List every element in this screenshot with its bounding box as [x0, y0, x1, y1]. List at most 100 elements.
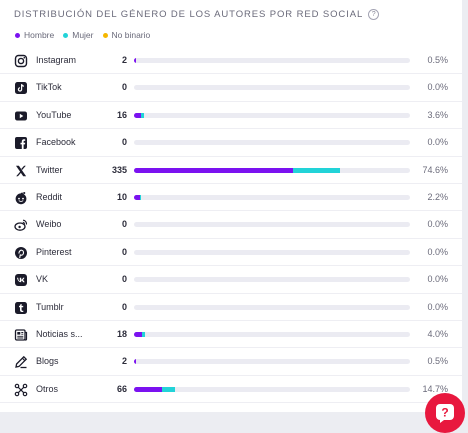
gender-bar[interactable]	[134, 167, 410, 173]
gender-bar-segment-male	[134, 58, 136, 63]
card-title: Distribución del género de los autores p…	[14, 9, 364, 20]
legend-item-female[interactable]: Mujer	[63, 30, 94, 40]
gender-bar[interactable]	[134, 277, 410, 283]
author-count: 10	[116, 191, 127, 202]
gender-bar[interactable]	[134, 222, 410, 228]
twitter-x-icon	[14, 164, 28, 178]
network-row-twitter[interactable]: Twitter 335 74.6%	[0, 157, 462, 184]
gender-bar-segment-female	[139, 194, 142, 200]
network-name: Instagram	[36, 55, 77, 65]
help-chat-icon: ?	[436, 404, 454, 423]
gender-by-network-card: Distribución del género de los autores p…	[0, 0, 462, 412]
legend-label-nonbinary: No binario	[111, 30, 151, 40]
network-row-youtube[interactable]: YouTube 16 3.6%	[0, 102, 462, 130]
gender-bar[interactable]	[134, 140, 410, 146]
gender-bar-segment-female	[142, 331, 146, 337]
network-name: TikTok	[36, 82, 62, 93]
facebook-icon	[14, 136, 28, 150]
share-percent: 0.0%	[427, 82, 448, 93]
gender-bar-segment-female	[140, 112, 144, 118]
share-percent: 74.6%	[422, 164, 448, 175]
network-row-reddit[interactable]: Reddit 10 2.2%	[0, 184, 462, 212]
gender-bar-segment-male	[134, 167, 293, 173]
gender-bar[interactable]	[134, 249, 410, 255]
share-percent: 0.0%	[427, 301, 448, 312]
network-name: Twitter	[36, 164, 63, 175]
author-count: 18	[116, 328, 127, 339]
news-icon	[14, 328, 28, 342]
share-percent: 14.7%	[422, 383, 448, 394]
network-name: Blogs	[36, 356, 59, 367]
share-percent: 0.0%	[427, 274, 448, 285]
author-count: 335	[111, 164, 127, 175]
help-icon[interactable]: ?	[368, 9, 380, 20]
gender-bar-segment-male	[134, 331, 143, 337]
gender-bar[interactable]	[134, 359, 410, 365]
blog-icon	[14, 355, 28, 369]
gender-bar[interactable]	[134, 112, 410, 118]
instagram-icon	[14, 54, 28, 68]
author-count: 2	[121, 55, 127, 65]
legend-label-male: Hombre	[24, 30, 55, 40]
tiktok-icon	[14, 81, 28, 95]
share-percent: 0.0%	[427, 137, 448, 148]
author-count: 0	[121, 274, 127, 285]
gender-bar-segment-male	[134, 386, 162, 392]
network-name: Noticias s...	[36, 328, 83, 339]
author-count: 2	[121, 356, 127, 367]
network-name: YouTube	[36, 109, 72, 120]
legend-dot-nonbinary	[102, 32, 108, 38]
share-percent: 4.0%	[427, 328, 448, 339]
network-row-instagram[interactable]: Instagram 2 0.5%	[0, 47, 462, 75]
gender-bar-segment-male	[134, 359, 136, 365]
gender-bar-segment-male	[134, 112, 141, 118]
reddit-icon	[14, 191, 28, 205]
network-name: VK	[36, 274, 49, 285]
gender-bar[interactable]	[134, 331, 410, 337]
share-percent: 0.0%	[427, 219, 448, 230]
author-count: 16	[116, 109, 127, 120]
network-name: Weibo	[36, 219, 62, 230]
legend-dot-male	[15, 32, 20, 38]
weibo-icon	[14, 218, 28, 232]
author-count: 0	[121, 219, 127, 230]
vk-icon	[14, 273, 28, 287]
network-name: Otros	[36, 383, 59, 394]
gender-bar[interactable]	[134, 85, 410, 91]
network-list: Instagram 2 0.5% TikTok 0 0.0% YouTube 16 3.6% Fa…	[0, 47, 462, 404]
gender-bar[interactable]	[134, 58, 410, 63]
network-name: Reddit	[36, 191, 63, 202]
tumblr-icon	[14, 301, 28, 315]
youtube-icon	[14, 109, 28, 123]
network-row-tiktok[interactable]: TikTok 0 0.0%	[0, 74, 462, 102]
author-count: 66	[116, 383, 127, 394]
network-row-weibo[interactable]: Weibo 0 0.0%	[0, 211, 462, 239]
gender-bar-segment-female	[292, 167, 340, 173]
legend-item-nonbinary[interactable]: No binario	[102, 30, 151, 40]
share-percent: 0.0%	[427, 246, 448, 257]
share-percent: 0.5%	[427, 55, 448, 65]
author-count: 0	[121, 301, 127, 312]
others-icon	[14, 383, 28, 397]
card-header: Distribución del género de los autores p…	[14, 9, 380, 20]
network-name: Pinterest	[36, 246, 72, 257]
legend-item-male[interactable]: Hombre	[15, 30, 54, 40]
gender-bar[interactable]	[134, 304, 410, 310]
gender-bar-segment-male	[134, 194, 140, 200]
legend-label-female: Mujer	[72, 30, 94, 40]
network-name: Tumblr	[36, 301, 64, 312]
svg-text:?: ?	[441, 406, 448, 420]
author-count: 0	[121, 246, 127, 257]
author-count: 0	[121, 82, 127, 93]
network-row-tumblr[interactable]: Tumblr 0 0.0%	[0, 294, 462, 321]
gender-bar[interactable]	[134, 386, 410, 392]
network-row-pinterest[interactable]: Pinterest 0 0.0%	[0, 239, 462, 267]
network-row-facebook[interactable]: Facebook 0 0.0%	[0, 129, 462, 157]
gender-bar[interactable]	[134, 194, 410, 200]
network-row-blogs[interactable]: Blogs 2 0.5%	[0, 348, 462, 376]
network-row-vk[interactable]: VK 0 0.0%	[0, 266, 462, 294]
network-row-noticias-s[interactable]: Noticias s... 18 4.0%	[0, 321, 462, 349]
help-chat-button[interactable]: ?	[425, 393, 465, 433]
legend-dot-female	[63, 32, 69, 38]
network-row-otros[interactable]: Otros 66 14.7%	[0, 376, 462, 404]
